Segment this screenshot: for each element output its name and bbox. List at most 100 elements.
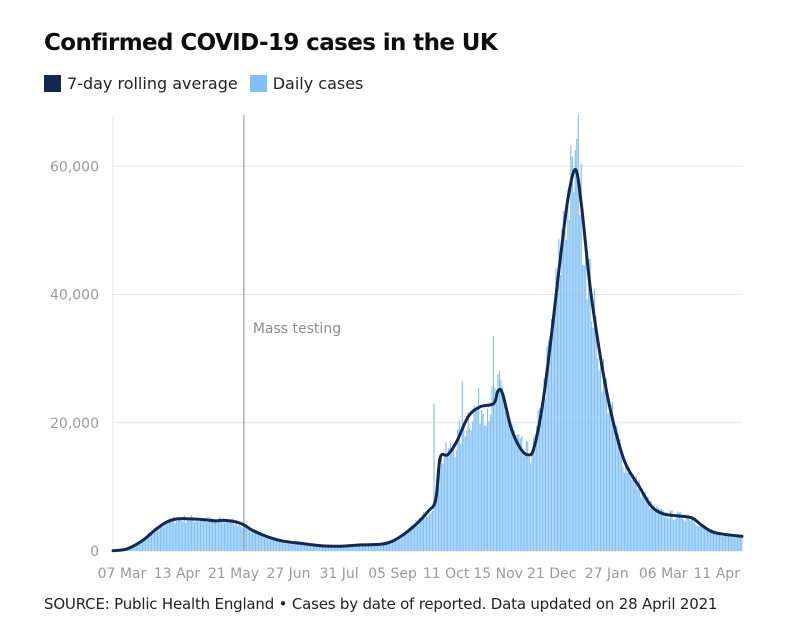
daily-case-bar (586, 299, 588, 551)
daily-case-bar (454, 457, 456, 551)
daily-case-bar (674, 519, 676, 551)
daily-case-bar (289, 540, 291, 551)
daily-case-bar (219, 516, 221, 551)
daily-case-bar (445, 442, 447, 551)
daily-case-bar (561, 228, 563, 551)
daily-case-bar (266, 538, 269, 551)
daily-case-bar (268, 539, 270, 551)
daily-case-bar (385, 542, 387, 551)
daily-case-bar (231, 518, 233, 551)
daily-case-bar (638, 479, 640, 551)
daily-case-bar (188, 520, 190, 551)
daily-case-bar (373, 543, 376, 551)
daily-case-bar (702, 524, 704, 551)
daily-case-bar (598, 370, 600, 551)
daily-case-bar (202, 519, 205, 551)
daily-case-bar (141, 538, 144, 551)
daily-case-bar (326, 545, 328, 551)
daily-case-bar (176, 520, 178, 551)
daily-case-bar (436, 491, 438, 551)
daily-case-bar (714, 530, 716, 551)
daily-case-bar (458, 420, 460, 551)
daily-case-bar (451, 451, 453, 551)
daily-case-bar (424, 519, 426, 551)
daily-case-bar (183, 515, 185, 551)
daily-case-bar (350, 545, 352, 551)
daily-case-bar (159, 523, 161, 551)
daily-case-bar (249, 528, 251, 551)
daily-case-bar (559, 275, 561, 551)
daily-case-bar (484, 425, 486, 551)
daily-case-bar (305, 544, 307, 551)
daily-case-bar (165, 522, 167, 551)
daily-case-bar (681, 518, 683, 551)
daily-case-bar (495, 397, 498, 551)
daily-case-bar (342, 546, 344, 551)
daily-case-bar (589, 258, 591, 551)
daily-case-bar (234, 525, 236, 551)
daily-case-bar (217, 518, 219, 551)
daily-case-bar (585, 255, 587, 551)
daily-case-bar (478, 388, 480, 551)
daily-case-bar (216, 520, 218, 551)
daily-case-bar (263, 537, 266, 551)
daily-case-bar (663, 517, 666, 551)
daily-case-bar (620, 447, 622, 551)
daily-case-bar (278, 539, 280, 551)
daily-case-bar (167, 523, 169, 551)
daily-case-bar (530, 463, 532, 551)
daily-case-bar (164, 524, 166, 551)
legend-item-average: 7-day rolling average (44, 74, 238, 93)
daily-case-bar (689, 520, 691, 551)
daily-case-bar (320, 546, 322, 551)
daily-case-bar (631, 480, 633, 551)
daily-case-bar (704, 525, 706, 551)
daily-case-bar (469, 427, 471, 551)
daily-case-bar (457, 429, 459, 551)
daily-case-bar (423, 512, 425, 551)
daily-case-bar (191, 515, 193, 551)
daily-case-bar (189, 517, 191, 551)
daily-case-bar (735, 537, 737, 551)
daily-case-bar (378, 544, 380, 551)
daily-case-bar (271, 539, 273, 551)
legend-label-average: 7-day rolling average (67, 74, 238, 93)
daily-case-bar (591, 321, 593, 551)
daily-case-bar (369, 545, 371, 551)
daily-case-bar (726, 534, 728, 551)
daily-case-bar (730, 535, 732, 551)
daily-case-bar (637, 489, 639, 551)
daily-case-bar (617, 433, 619, 551)
daily-case-bar (299, 543, 301, 551)
legend-label-daily: Daily cases (272, 74, 364, 93)
daily-case-bar (715, 531, 718, 551)
daily-case-bar (388, 540, 390, 551)
daily-case-bar (595, 315, 597, 551)
daily-case-bar (519, 438, 521, 551)
source-note: SOURCE: Public Health England • Cases by… (44, 595, 718, 613)
y-tick-label: 40,000 (50, 288, 99, 304)
daily-case-bar (629, 477, 631, 551)
x-tick-label: 27 Jun (266, 566, 310, 582)
daily-case-bar (162, 526, 164, 551)
daily-case-bar (531, 454, 533, 551)
daily-case-bar (644, 492, 646, 551)
daily-case-bar (614, 426, 616, 551)
daily-case-bar (344, 545, 346, 551)
daily-case-bar (570, 146, 572, 551)
daily-case-bar (201, 520, 203, 551)
legend-item-daily: Daily cases (249, 74, 364, 93)
daily-case-bar (507, 417, 509, 551)
daily-case-bar (246, 525, 248, 551)
daily-case-bar (686, 517, 688, 551)
daily-case-bar (408, 528, 410, 551)
x-tick-label: 13 Apr (154, 566, 201, 582)
daily-case-bar (302, 544, 304, 551)
daily-case-bar (411, 524, 413, 551)
daily-case-bar (199, 520, 202, 551)
daily-case-bar (259, 531, 261, 551)
daily-case-bar (173, 516, 175, 551)
daily-case-bar (418, 518, 420, 551)
daily-case-bar (527, 442, 529, 551)
daily-case-bar (604, 377, 606, 551)
